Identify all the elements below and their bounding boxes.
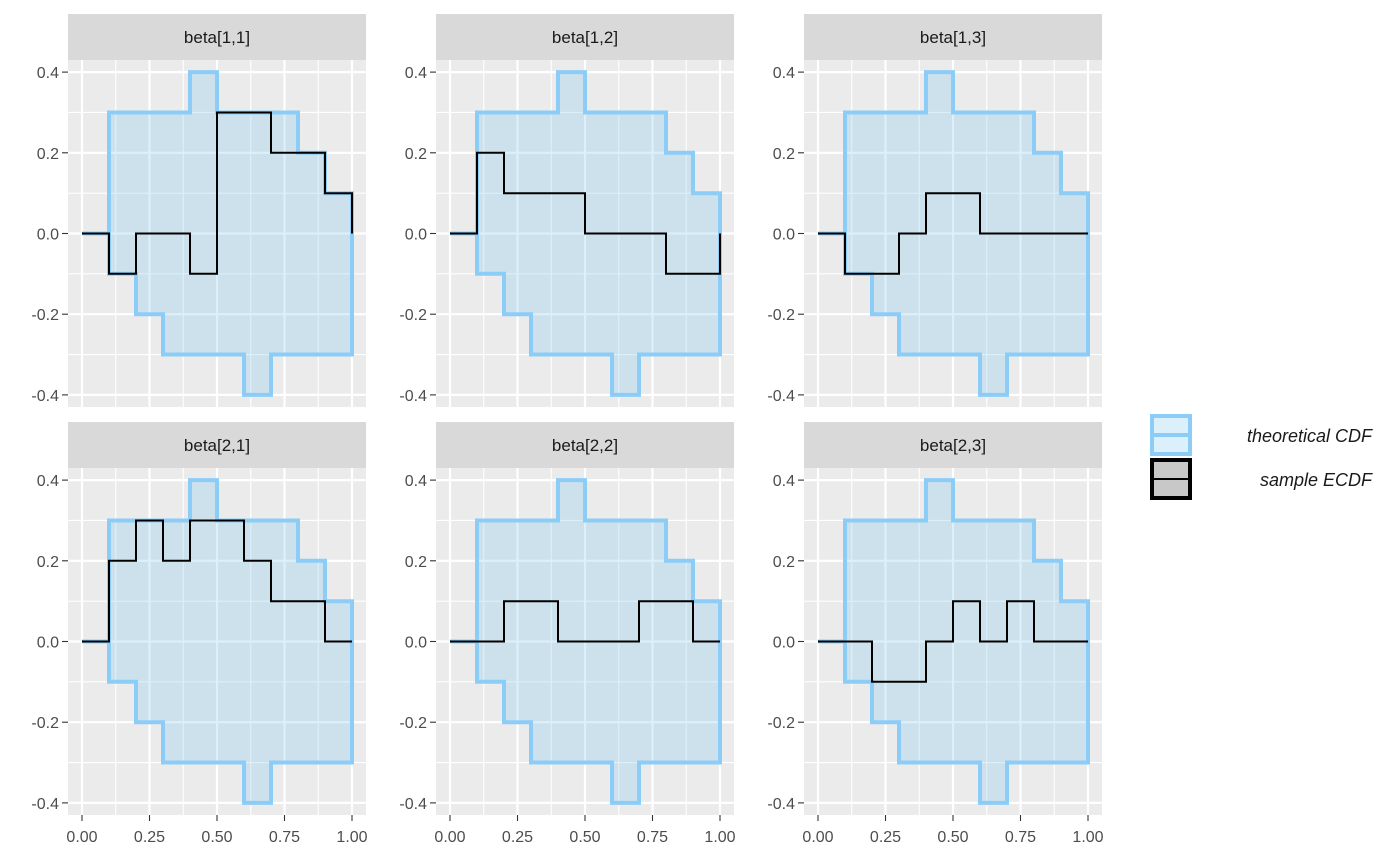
y-tick-label: -0.4 — [31, 388, 59, 405]
x-tick-label: 0.50 — [569, 829, 600, 846]
sample-ecdf-line — [818, 192, 1088, 275]
y-tick-label: 0.2 — [773, 554, 795, 571]
y-tick-label: 0.0 — [37, 635, 59, 652]
y-tick-label: 0.2 — [37, 554, 59, 571]
y-tick-label: 0.2 — [405, 146, 427, 163]
x-tick-label: 1.00 — [336, 829, 367, 846]
y-tick-label: 0.4 — [773, 65, 795, 82]
x-tick-label: 0.00 — [434, 829, 465, 846]
y-tick-label: -0.2 — [399, 307, 427, 324]
x-tick-label: 0.00 — [802, 829, 833, 846]
facet-strip — [68, 14, 366, 60]
x-tick-label: 1.00 — [1072, 829, 1103, 846]
y-tick-label: 0.4 — [37, 473, 59, 490]
facet-panel-5: beta[2,2] -0.4 -0.2 0.0 0.2 0.4 0.00 0.25 0.50 0.… — [399, 422, 736, 846]
y-tick-label: 0.0 — [773, 227, 795, 244]
legend-label-theoretical-cdf: theoretical CDF — [1247, 426, 1373, 446]
y-tick-label: -0.4 — [31, 796, 59, 813]
y-tick-label: -0.2 — [31, 307, 59, 324]
y-tick-label: 0.4 — [37, 65, 59, 82]
y-tick-label: 0.0 — [405, 635, 427, 652]
facet-panel-3: beta[1,3] -0.4 -0.2 0.0 0.2 0.4 — [767, 14, 1102, 407]
facet-strip — [804, 422, 1102, 468]
facet-strip — [804, 14, 1102, 60]
y-tick-label: -0.4 — [399, 796, 427, 813]
x-tick-label: 0.25 — [502, 829, 533, 846]
facet-title: beta[2,1] — [184, 436, 250, 455]
sample-ecdf-line — [450, 151, 721, 275]
y-tick-label: 0.4 — [405, 65, 427, 82]
x-tick-label: 0.50 — [201, 829, 232, 846]
x-tick-label: 0.25 — [134, 829, 165, 846]
y-tick-label: -0.2 — [767, 715, 795, 732]
facet-panel-1: beta[1,1] -0.4 -0.2 0.0 0.2 0.4 — [31, 14, 366, 407]
y-tick-label: 0.0 — [405, 227, 427, 244]
sample-ecdf-line — [82, 519, 352, 643]
y-tick-label: -0.4 — [767, 388, 795, 405]
facet-title: beta[1,3] — [920, 28, 986, 47]
y-tick-label: 0.0 — [37, 227, 59, 244]
x-tick-label: 0.25 — [870, 829, 901, 846]
sample-ecdf-line — [818, 600, 1088, 683]
facet-title: beta[1,2] — [552, 28, 618, 47]
facet-title: beta[1,1] — [184, 28, 250, 47]
y-tick-label: -0.2 — [31, 715, 59, 732]
facet-title: beta[2,2] — [552, 436, 618, 455]
x-tick-label: 1.00 — [704, 829, 735, 846]
y-tick-label: -0.2 — [767, 307, 795, 324]
x-tick-label: 0.75 — [637, 829, 668, 846]
x-tick-label: 0.75 — [269, 829, 300, 846]
y-tick-label: 0.4 — [773, 473, 795, 490]
legend-label-sample-ecdf: sample ECDF — [1260, 470, 1373, 490]
facet-panel-6: beta[2,3] -0.4 -0.2 0.0 0.2 0.4 0.00 0.25 0.50 0.… — [767, 422, 1104, 846]
facet-panel-2: beta[1,2] -0.4 -0.2 0.0 0.2 0.4 — [399, 14, 734, 407]
facet-panels: beta[1,1] -0.4 -0.2 0.0 0.2 0.4 beta[1,2] -0.4 -… — [31, 14, 1104, 846]
sample-ecdf-line — [450, 600, 720, 643]
y-tick-label: -0.4 — [399, 388, 427, 405]
y-tick-label: -0.4 — [767, 796, 795, 813]
y-tick-label: 0.2 — [405, 554, 427, 571]
x-tick-label: 0.00 — [66, 829, 97, 846]
y-tick-label: 0.0 — [773, 635, 795, 652]
legend: theoretical CDF sample ECDF — [1150, 414, 1373, 500]
y-tick-label: 0.4 — [405, 473, 427, 490]
facet-strip — [68, 422, 366, 468]
y-tick-label: 0.2 — [37, 146, 59, 163]
x-tick-label: 0.75 — [1005, 829, 1036, 846]
y-tick-label: -0.2 — [399, 715, 427, 732]
legend-key-sample-ecdf: sample ECDF — [1150, 458, 1373, 500]
facet-strip — [436, 14, 734, 60]
legend-key-theoretical-cdf: theoretical CDF — [1150, 414, 1373, 456]
x-tick-label: 0.50 — [937, 829, 968, 846]
facet-panel-4: beta[2,1] -0.4 -0.2 0.0 0.2 0.4 0.00 0.25 0.50 0.… — [31, 422, 368, 846]
facet-strip — [436, 422, 734, 468]
y-tick-label: 0.2 — [773, 146, 795, 163]
sample-ecdf-line — [82, 111, 353, 275]
facet-title: beta[2,3] — [920, 436, 986, 455]
